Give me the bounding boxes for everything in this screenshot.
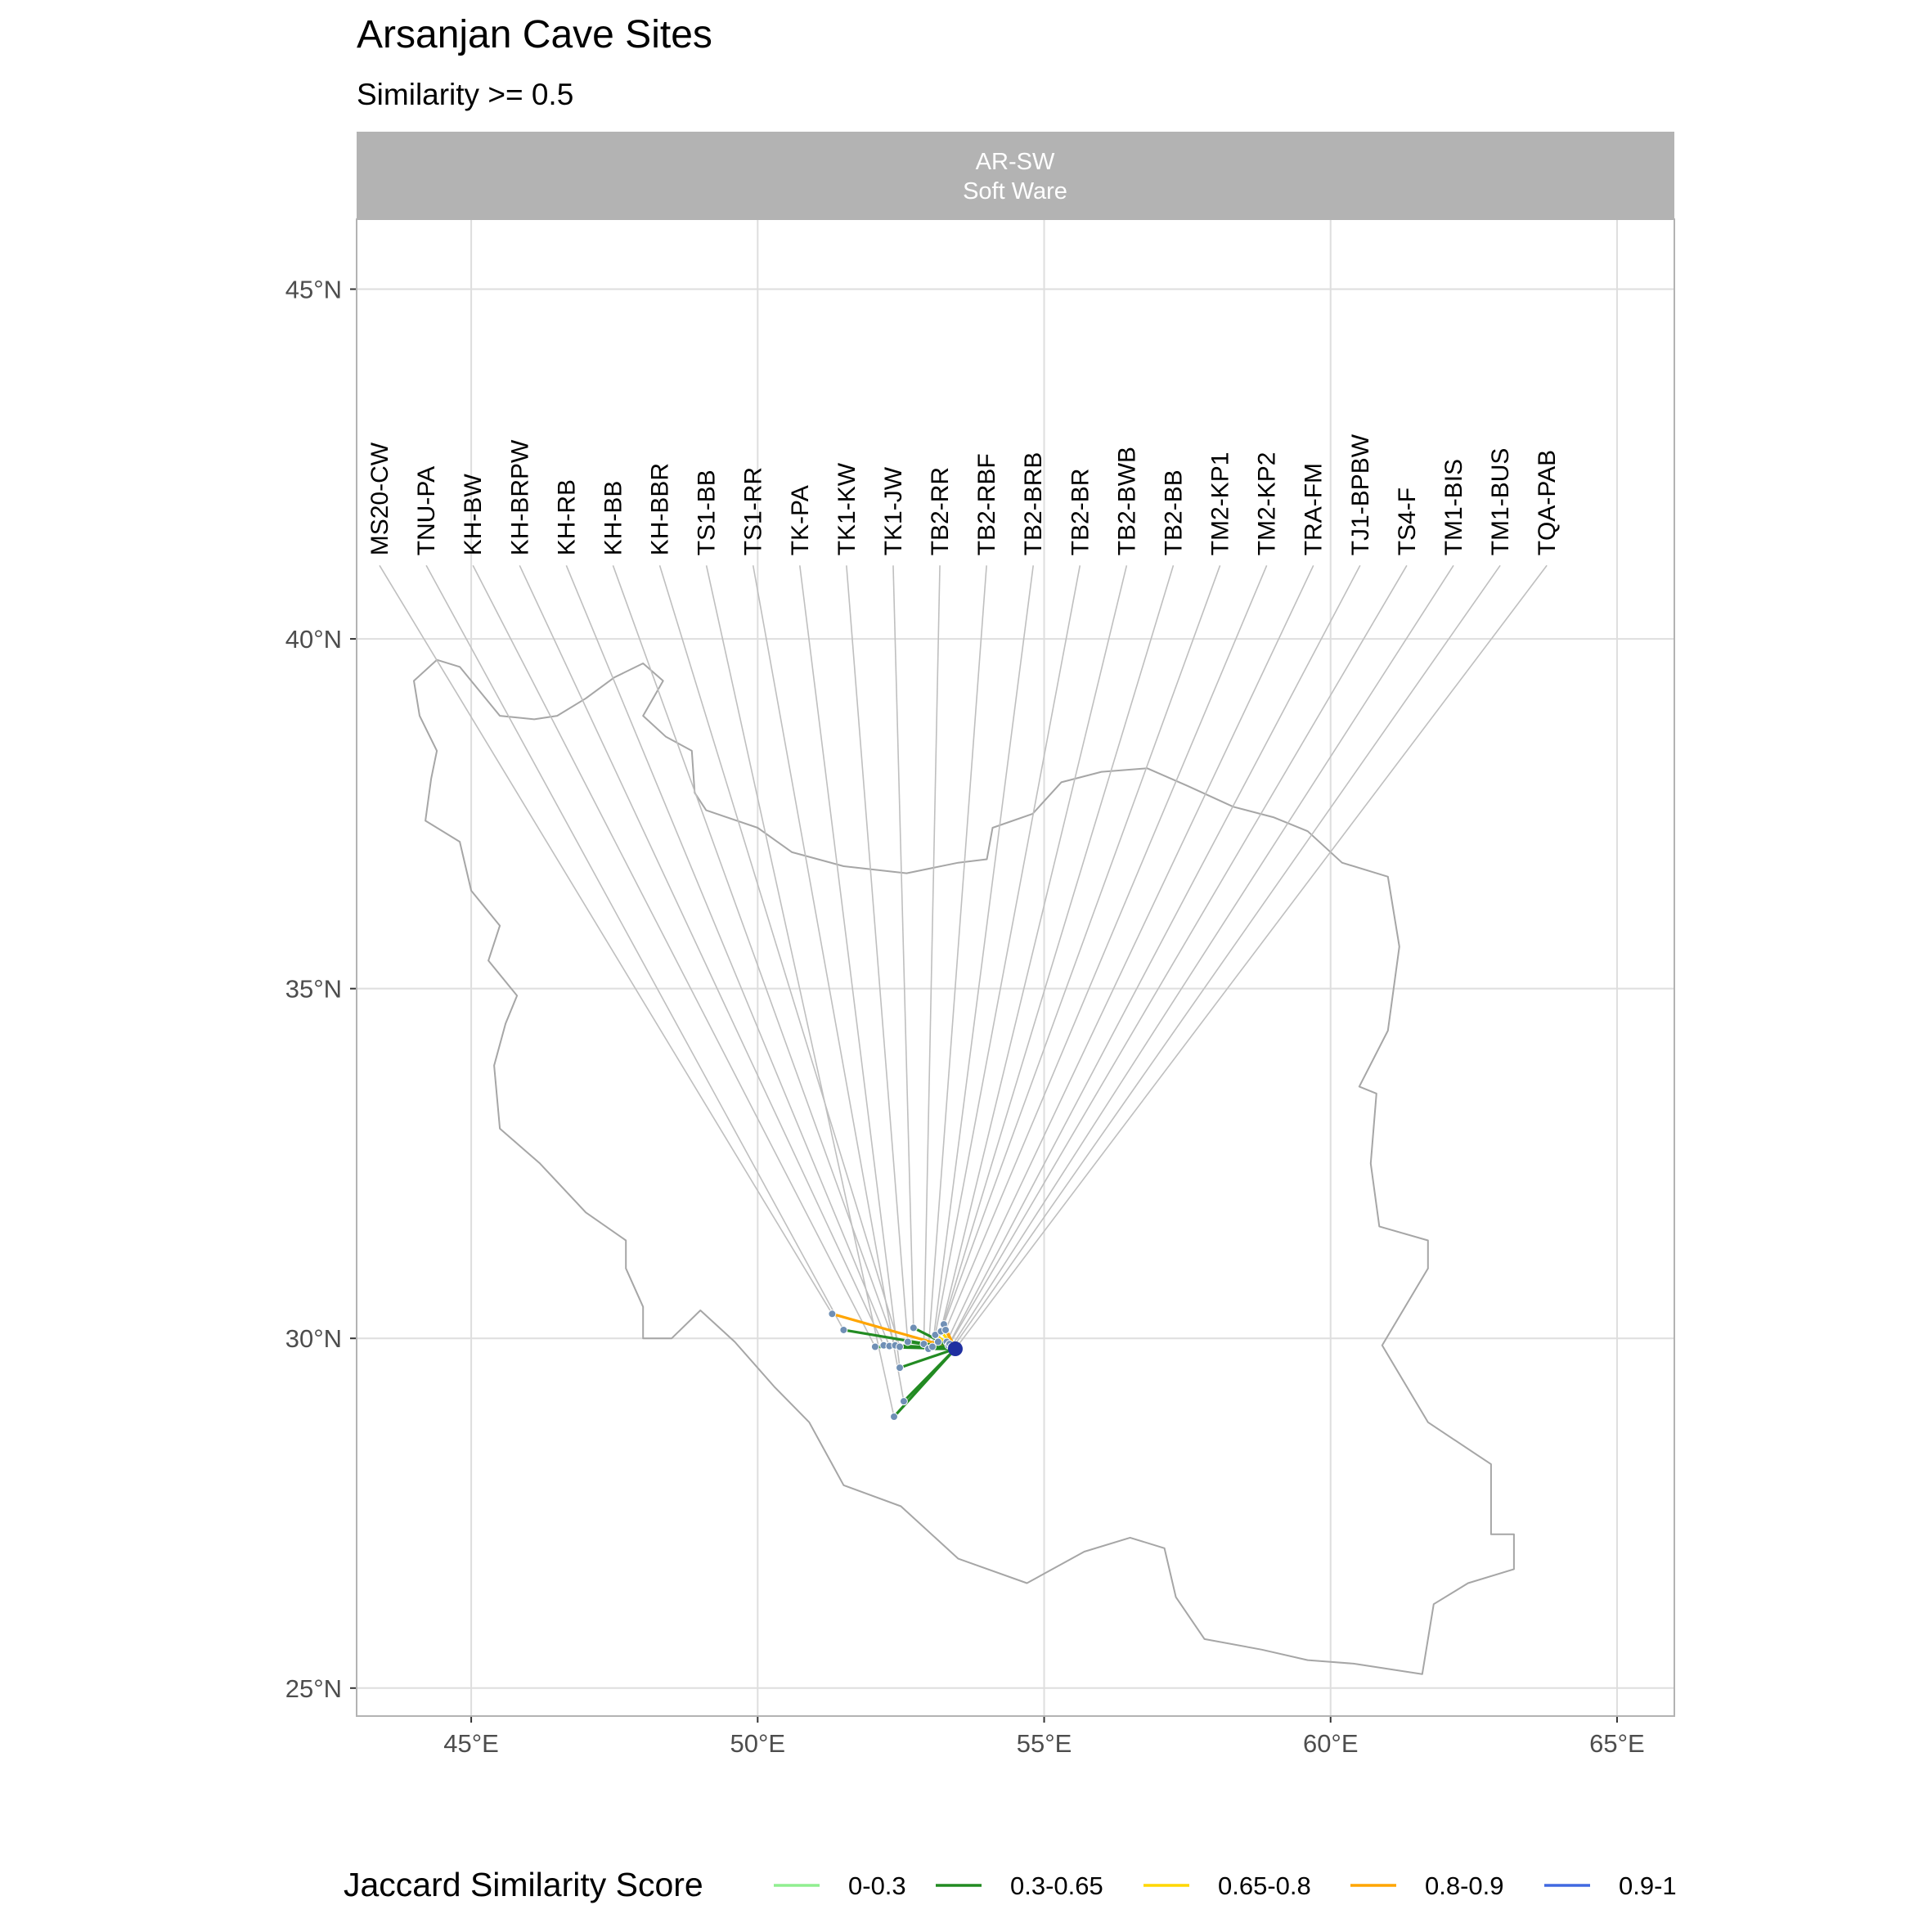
map-panel bbox=[357, 219, 1674, 1716]
y-tick-label: 25°N bbox=[285, 1674, 342, 1703]
site-point bbox=[933, 1337, 942, 1346]
site-point bbox=[828, 1310, 837, 1319]
site-point bbox=[919, 1340, 928, 1349]
site-label: TB2-BRB bbox=[1020, 452, 1047, 556]
x-tick-label: 65°E bbox=[1589, 1729, 1645, 1758]
site-point bbox=[941, 1325, 950, 1334]
site-label: KH-BW bbox=[460, 474, 487, 556]
y-tick-label: 45°N bbox=[285, 276, 342, 304]
site-label: TRA-FM bbox=[1301, 463, 1328, 555]
legend-label: 0.65-0.8 bbox=[1218, 1871, 1311, 1900]
site-label: TJ1-BPBW bbox=[1347, 434, 1374, 555]
focal-site-point bbox=[947, 1341, 963, 1357]
site-label: TQA-PAB bbox=[1534, 450, 1561, 555]
site-label: KH-BBR bbox=[647, 463, 674, 555]
leader-line bbox=[705, 565, 895, 1418]
similarity-link bbox=[898, 1347, 957, 1369]
site-label: TB2-BR bbox=[1067, 469, 1094, 556]
leader-line bbox=[846, 565, 909, 1342]
site-point bbox=[909, 1323, 918, 1332]
site-point bbox=[928, 1342, 937, 1351]
leader-line bbox=[658, 565, 901, 1347]
leader-line bbox=[752, 565, 905, 1402]
leader-line bbox=[947, 564, 1361, 1346]
site-label: TS1-RR bbox=[740, 467, 767, 555]
similarity-link bbox=[902, 1347, 957, 1403]
legend-label: 0.3-0.65 bbox=[1010, 1871, 1103, 1900]
site-label: TB2-BB bbox=[1160, 470, 1187, 555]
site-label: KH-BB bbox=[600, 481, 627, 556]
site-point bbox=[903, 1337, 912, 1346]
leader-line bbox=[937, 565, 1128, 1342]
leader-line bbox=[951, 564, 1501, 1349]
legend-label: 0.8-0.9 bbox=[1425, 1871, 1504, 1900]
x-tick-label: 60°E bbox=[1303, 1729, 1359, 1758]
panel-border bbox=[356, 218, 1675, 1717]
y-tick-label: 30°N bbox=[285, 1324, 342, 1353]
legend-title: Jaccard Similarity Score bbox=[344, 1866, 703, 1903]
site-label: TM2-KP1 bbox=[1207, 452, 1234, 556]
site-label: KH-BRPW bbox=[506, 439, 533, 555]
site-label: TB2-RBF bbox=[973, 453, 1000, 555]
site-label: TS1-BB bbox=[694, 470, 721, 555]
chart-subtitle: Similarity >= 0.5 bbox=[357, 78, 573, 111]
x-tick-label: 55°E bbox=[1017, 1729, 1072, 1758]
leader-line bbox=[519, 564, 885, 1346]
leader-line bbox=[565, 564, 891, 1346]
leader-line bbox=[940, 565, 1175, 1332]
site-point bbox=[839, 1325, 848, 1334]
leader-line bbox=[928, 565, 987, 1350]
legend: Jaccard Similarity Score 0-0.3 0.3-0.65 0.… bbox=[344, 1866, 1677, 1903]
leader-line bbox=[946, 564, 1314, 1342]
site-label: TK-PA bbox=[787, 485, 814, 555]
chart-title: Arsanjan Cave Sites bbox=[357, 13, 712, 56]
axes: 45°E 50°E 55°E 60°E 65°E 25°N 30°N 35°N 40°N 45°N bbox=[285, 276, 1645, 1758]
leader-line bbox=[892, 565, 914, 1328]
leader-line bbox=[923, 565, 941, 1345]
legend-label: 0-0.3 bbox=[848, 1871, 906, 1900]
facet-label-code: AR-SW bbox=[976, 149, 1055, 175]
y-tick-label: 35°N bbox=[285, 975, 342, 1004]
x-tick-label: 45°E bbox=[443, 1729, 499, 1758]
site-label: TNU-PA bbox=[413, 466, 440, 555]
leader-line bbox=[425, 564, 845, 1331]
site-label: TM2-KP2 bbox=[1254, 452, 1281, 556]
legend-label: 0.9-1 bbox=[1619, 1871, 1677, 1900]
site-point bbox=[890, 1413, 899, 1421]
leader-lines bbox=[379, 564, 1548, 1418]
facet-label-name: Soft Ware bbox=[963, 178, 1067, 204]
facet-strip bbox=[357, 132, 1674, 219]
leader-line bbox=[943, 565, 1221, 1325]
site-label: MS20-CW bbox=[366, 442, 393, 555]
site-point bbox=[870, 1342, 879, 1351]
leader-line bbox=[955, 564, 1548, 1350]
y-tick-label: 40°N bbox=[285, 625, 342, 654]
leader-line bbox=[934, 565, 1081, 1336]
leader-line bbox=[612, 565, 896, 1346]
site-labels: MS20-CW TNU-PA KH-BW KH-BRPW KH-RB KH-BB KH-BB… bbox=[366, 434, 1561, 555]
leader-line bbox=[932, 565, 1035, 1347]
leader-line bbox=[472, 564, 876, 1347]
site-label: TK1-JW bbox=[880, 466, 907, 555]
x-tick-label: 50°E bbox=[730, 1729, 786, 1758]
site-label: KH-RB bbox=[553, 479, 580, 555]
site-label: TM1-BUS bbox=[1487, 448, 1514, 556]
site-points bbox=[828, 1310, 963, 1421]
site-label: TB2-RR bbox=[927, 467, 954, 555]
site-point bbox=[896, 1342, 905, 1351]
site-label: TB2-BWB bbox=[1113, 447, 1140, 555]
site-label: TK1-KW bbox=[833, 462, 860, 555]
leader-line bbox=[379, 564, 833, 1314]
site-point bbox=[899, 1397, 908, 1406]
site-point bbox=[896, 1364, 905, 1373]
leader-line bbox=[798, 565, 901, 1368]
leader-line bbox=[950, 564, 1454, 1347]
gridlines bbox=[357, 219, 1674, 1716]
site-label: TM1-BIS bbox=[1440, 459, 1467, 555]
leader-line bbox=[945, 564, 1268, 1331]
site-label: TS4-F bbox=[1394, 487, 1421, 555]
leader-line bbox=[949, 564, 1408, 1345]
